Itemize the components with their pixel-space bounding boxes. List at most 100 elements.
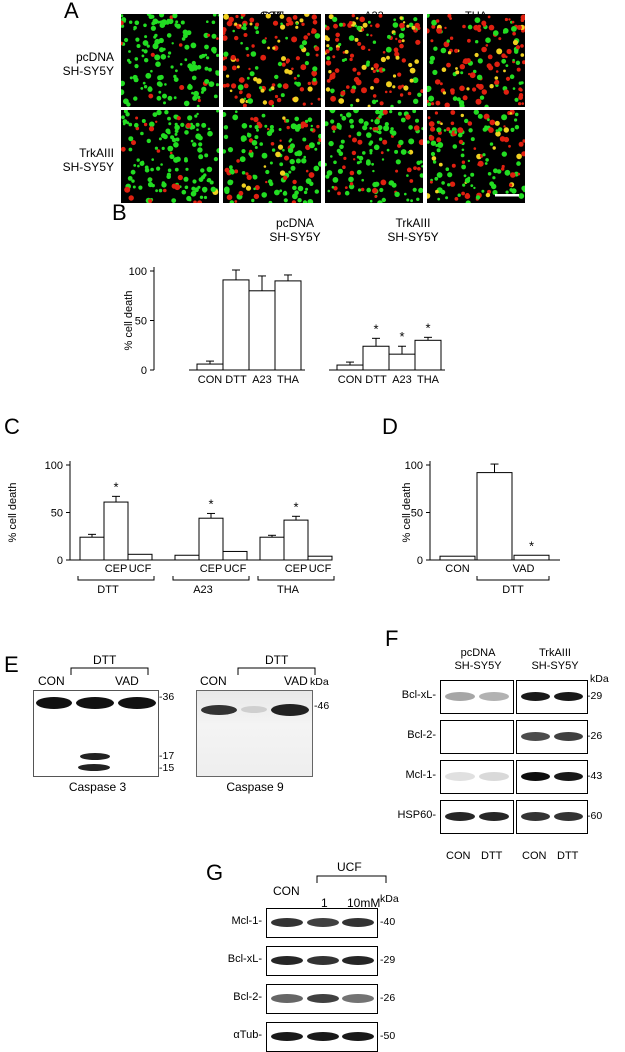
x-label-c-1-1: CEP [200, 563, 223, 575]
caspase9-marker-46: -46 [314, 700, 330, 712]
panel-a-row2-label: TrkAIII SH-SY5Y [40, 146, 114, 174]
panel-g-treatment: UCF [337, 860, 362, 874]
group-label-c-2: THA [277, 584, 300, 595]
panel-g-blot-0-0 [266, 908, 378, 938]
panel-f-band-2-0-1 [479, 772, 509, 781]
caspase9-caption: Caspase 9 [226, 780, 284, 794]
y-tick-label-100: 100 [405, 460, 423, 472]
panel-f-band-2-1-0 [521, 772, 550, 781]
x-label-b-1-1: DTT [365, 374, 387, 386]
caspase3-marker-15: -15 [159, 762, 175, 774]
panel-f-header2-line1: TrkAIII [539, 647, 571, 659]
y-axis-label: % cell death [123, 291, 135, 351]
panel-g-band-0-0-1 [307, 918, 339, 927]
panel-g-marker-1: -29 [380, 954, 396, 966]
panel-g-marker-0: -40 [380, 916, 396, 928]
panel-f-blot-3-1 [516, 800, 588, 834]
caspase3-band-dtt [76, 697, 114, 709]
panel-b-group1-line1: pcDNA [275, 216, 314, 230]
panel-f-header1: pcDNA SH-SY5Y [438, 647, 518, 673]
panel-g-row-label-1: Bcl-xL- [227, 953, 262, 965]
bracket-c-1 [172, 576, 250, 581]
micrograph-con-row2 [121, 110, 219, 203]
x-label-b-0-1: DTT [225, 374, 247, 386]
bracket-c-0 [77, 576, 155, 581]
y-tick-label-100: 100 [45, 460, 63, 472]
caspase3-caption: Caspase 3 [68, 780, 127, 794]
panel-f-band-0-0-1 [479, 692, 509, 701]
bar-c-2-0 [259, 536, 285, 561]
panel-b-group1-header: pcDNA SH-SY5Y [250, 216, 340, 244]
caspase3-cleaved-17 [80, 753, 110, 760]
panel-d-label: D [382, 414, 398, 439]
panel-f-band-3-1-0 [521, 812, 550, 821]
panel-g-lane-con: CON [273, 884, 300, 898]
y-tick-label-50: 50 [51, 508, 63, 520]
y-tick-label-100: 100 [129, 266, 147, 278]
panel-e-blot1-bracket [70, 667, 149, 675]
scale-bar [495, 194, 519, 197]
bar-b-0-dtt [222, 279, 250, 371]
bar-c-1-2 [222, 550, 248, 561]
bar-c-0-1 [103, 501, 129, 561]
panel-e-blot2-bracket [237, 667, 316, 675]
panel-g-kda: kDa [380, 893, 399, 905]
panel-f-marker-2: -43 [587, 770, 603, 782]
bar-b-1-a23-sig: * [399, 329, 404, 344]
bar-d-0 [439, 555, 476, 561]
bar-b-1-tha [414, 339, 442, 371]
y-tick-label-0: 0 [57, 555, 63, 567]
y-tick-label-0: 0 [417, 555, 423, 567]
panel-a-label: A [64, 0, 79, 23]
bracket-d [476, 576, 550, 581]
bar-c-0-0 [79, 536, 105, 561]
panel-g-band-2-0-1 [307, 994, 339, 1003]
bar-c-1-1 [198, 517, 224, 561]
panel-f-blot-2-1 [516, 760, 588, 794]
panel-g-label: G [206, 860, 224, 885]
caspase9-band-vad [271, 704, 309, 716]
x-label-c-0-1: CEP [105, 563, 128, 575]
panel-g-lane-1: 1 [321, 896, 328, 910]
y-tick-label-50: 50 [411, 508, 423, 520]
caspase9-band-dtt [241, 706, 267, 713]
panel-a-row1-line2: SH-SY5Y [62, 64, 114, 78]
panel-b-group2-line1: TrkAIII [395, 216, 431, 230]
bar-c-2-2 [307, 555, 333, 561]
bracket-label-d: DTT [502, 584, 524, 595]
panel-e-blot1-treatment: DTT [93, 653, 117, 667]
x-label-b-1-2: A23 [392, 374, 412, 386]
x-label-d-vad: VAD [513, 563, 535, 575]
panel-b-label: B [112, 200, 127, 225]
panel-f-lane2: DTT [481, 850, 503, 862]
panel-f-header1-line2: SH-SY5Y [454, 660, 502, 672]
panel-f-marker-0: -29 [587, 690, 603, 702]
y-axis-label: % cell death [401, 483, 413, 543]
bar-d-1 [476, 472, 513, 561]
panel-f-header2: TrkAIII SH-SY5Y [515, 647, 595, 673]
panel-f-band-3-0-0 [445, 812, 475, 821]
bar-b-1-a23 [388, 353, 416, 371]
bar-c-2-1-sig: * [293, 499, 298, 514]
group-label-c-1: A23 [193, 584, 213, 595]
caspase3-blot [33, 690, 159, 777]
panel-g-blot-3-0 [266, 1022, 378, 1052]
panel-a-row1-label: pcDNA SH-SY5Y [40, 50, 114, 78]
x-label-d-con: CON [445, 563, 470, 575]
micrograph-tha-row2 [427, 110, 525, 203]
panel-e-blot2-vad: VAD [284, 674, 308, 688]
panel-f-band-0-0-0 [445, 692, 475, 701]
panel-f-row-label-2: Mcl-1- [405, 769, 436, 781]
bar-b-1-dtt-sig: * [373, 321, 378, 336]
x-label-b-0-2: A23 [252, 374, 272, 386]
bar-c-0-2 [127, 553, 153, 561]
caspase3-marker-17: -17 [159, 750, 175, 762]
x-label-c-2-2: UCF [309, 563, 332, 575]
caspase9-kda: kDa [310, 676, 329, 688]
panel-g-band-1-0-2 [342, 956, 374, 965]
panel-f-blot-1-0 [440, 720, 514, 754]
y-tick-label-0: 0 [141, 365, 147, 377]
panel-e-label: E [4, 652, 19, 677]
micrograph-tha-row1 [427, 14, 525, 107]
